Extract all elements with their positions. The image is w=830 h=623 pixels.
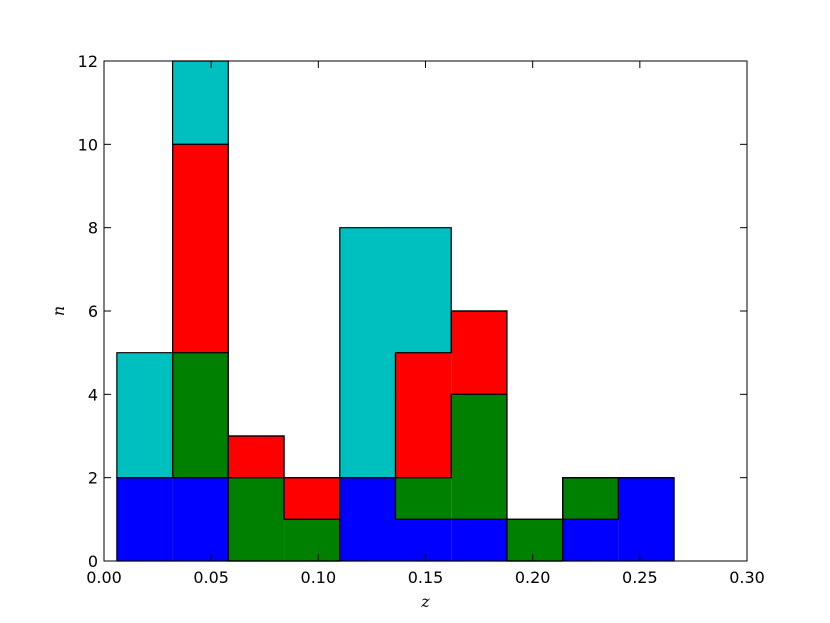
x-tick-label-3: 0.15 [408,568,444,587]
bar-series-1-bin-6 [451,394,507,520]
bar-series-0-bin-0 [116,477,173,561]
bar-series-0-bin-4 [339,477,396,561]
bar-series-0-bin-5 [395,519,452,561]
x-axis-label: z [420,592,430,611]
bar-series-0-bin-8 [562,519,619,561]
bar-series-1-bin-1 [172,352,229,478]
x-tick-label-1: 0.05 [193,568,229,587]
bar-series-1-bin-2 [228,477,285,561]
series-outline-3 [116,60,675,520]
bar-series-1-bin-3 [284,519,340,561]
y-tick-label-2: 4 [88,385,98,404]
x-tick-label-4: 0.20 [515,568,551,587]
y-tick-label-5: 10 [78,135,98,154]
bar-series-3-bin-5 [395,227,452,353]
bar-series-2-bin-1 [172,144,229,353]
bar-series-1-bin-7 [506,519,563,561]
x-tick-label-2: 0.10 [301,568,337,587]
y-tick-label-3: 6 [88,302,98,321]
bars-layer [116,61,675,561]
bar-series-0-bin-6 [451,519,507,561]
y-tick-label-1: 2 [88,469,98,488]
bar-series-2-bin-2 [228,436,285,478]
bar-series-1-bin-8 [562,477,619,520]
bar-series-0-bin-1 [172,477,229,561]
bar-series-3-bin-4 [339,227,396,478]
bar-series-1-bin-5 [395,477,452,520]
y-tick-label-6: 12 [78,52,98,71]
y-tick-label-4: 8 [88,219,98,238]
bar-series-2-bin-5 [395,352,452,478]
x-tick-label-5: 0.25 [622,568,658,587]
x-tick-label-6: 0.30 [729,568,765,587]
bar-series-2-bin-3 [284,477,340,520]
x-tick-label-0: 0.00 [86,568,122,587]
bar-series-3-bin-0 [116,352,173,478]
bar-series-2-bin-6 [451,311,507,395]
bar-series-0-bin-9 [618,477,675,561]
ticks-layer: 0.00 0.05 0.10 0.15 0.20 0.25 0.30 0 2 4 6 8 10 12 [78,52,765,587]
bar-series-3-bin-1 [172,61,229,145]
y-tick-label-0: 0 [88,552,98,571]
y-axis-label: n [49,306,68,316]
